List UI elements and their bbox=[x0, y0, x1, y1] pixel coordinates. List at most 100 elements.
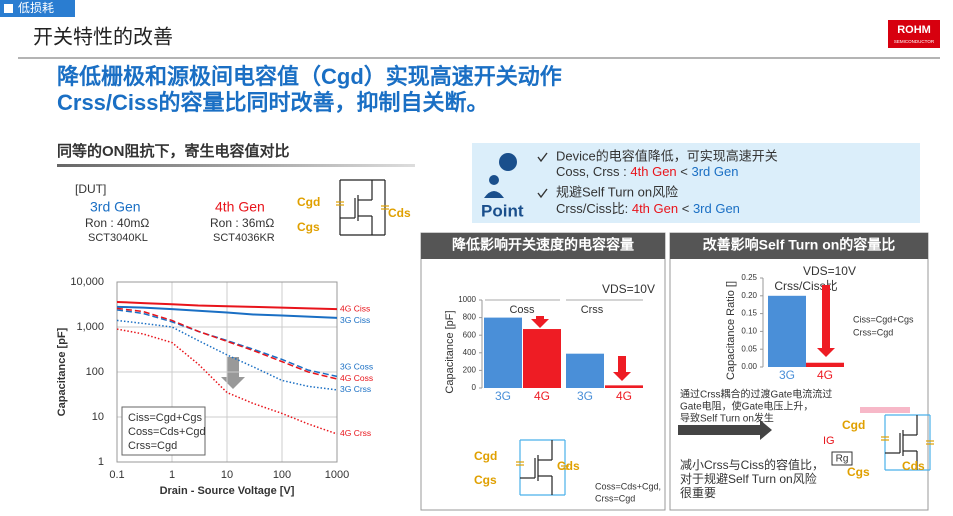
series-label: 3G Crss bbox=[340, 384, 371, 394]
series-line bbox=[116, 319, 338, 391]
person-icon bbox=[489, 175, 499, 185]
y-axis-label: Capacitance Ratio [] bbox=[725, 281, 737, 380]
note-text: 通过Crss耦合的过渡Gate电流流过 bbox=[680, 388, 832, 401]
legend-text: Coss=Cds+Cgd bbox=[128, 426, 206, 438]
heading-underline bbox=[57, 164, 415, 167]
vds-label: VDS=10V bbox=[803, 264, 856, 278]
bulb-icon bbox=[499, 153, 517, 171]
legend-text: Ciss=Cgd+Cgs bbox=[128, 412, 202, 424]
decrease-arrow bbox=[613, 356, 631, 381]
note-text: 导致Self Turn on发生 bbox=[680, 412, 774, 425]
point-segment: 3rd Gen bbox=[693, 201, 740, 216]
legend-box bbox=[121, 406, 206, 456]
point-label: Point bbox=[481, 201, 524, 220]
formula: Coss=Cds+Cgd, bbox=[595, 481, 661, 491]
bar bbox=[768, 295, 806, 367]
x-tick-label: 3G bbox=[779, 368, 795, 382]
person-icon bbox=[484, 191, 504, 198]
bar bbox=[484, 317, 522, 388]
circuit-label: Cgs bbox=[297, 220, 320, 234]
conclusion-text: 很重要 bbox=[680, 486, 716, 500]
series-label: 4G Coss bbox=[340, 373, 373, 383]
circuit-label: Cgd bbox=[842, 418, 865, 432]
point-box bbox=[472, 143, 920, 223]
panel-title: 降低影响开关速度的电容容量 bbox=[452, 237, 634, 253]
circuit-label: Cds bbox=[557, 459, 580, 473]
x-tick-label: 0.1 bbox=[109, 469, 124, 481]
vds-label: VDS=10V bbox=[602, 282, 655, 296]
series-label: 3G Ciss bbox=[340, 315, 370, 325]
point-segment: Coss, Crss : bbox=[556, 164, 630, 179]
headline: Crss/Ciss的容量比同时改善，抑制自关断。 bbox=[57, 90, 489, 115]
series-line bbox=[116, 300, 338, 311]
resistor bbox=[831, 451, 853, 466]
page-title: 开关特性的改善 bbox=[33, 25, 173, 48]
check-icon bbox=[537, 152, 548, 163]
point-segment: 4th Gen bbox=[630, 164, 676, 179]
x-tick-label: 3G bbox=[577, 389, 593, 403]
point-segment: < bbox=[678, 201, 693, 216]
point-item: Coss, Crss : 4th Gen < 3rd Gen bbox=[556, 164, 738, 179]
decrease-arrow bbox=[531, 316, 549, 328]
group-label: Crss bbox=[581, 304, 604, 316]
point-segment: 3rd Gen bbox=[692, 164, 739, 179]
y-axis-label: Capacitance [pF] bbox=[444, 310, 456, 393]
device-ron: Ron : 40mΩ bbox=[85, 216, 149, 230]
y-tick-label: 1,000 bbox=[76, 321, 104, 333]
series-label: 4G Crss bbox=[340, 428, 371, 438]
logo-sub: SEMICONDUCTOR bbox=[894, 39, 935, 44]
point-segment: Crss/Ciss比: bbox=[556, 201, 632, 216]
circuit-label: Cgs bbox=[847, 465, 870, 479]
series-line bbox=[116, 307, 338, 380]
point-item: Device的电容值降低，可实现高速开关 bbox=[556, 148, 778, 163]
group-label: Coss bbox=[509, 304, 535, 316]
device-gen: 4th Gen bbox=[215, 199, 265, 215]
legend-text: Crss=Cgd bbox=[853, 327, 893, 337]
y-tick-label: 400 bbox=[463, 348, 477, 357]
y-tick-label: 10,000 bbox=[70, 276, 104, 288]
y-tick-label: 100 bbox=[86, 366, 104, 378]
bar bbox=[523, 329, 561, 388]
y-tick-label: 0.15 bbox=[741, 309, 757, 318]
circuit-label: Cgd bbox=[297, 195, 320, 209]
section-heading: 同等的ON阻抗下，寄生电容值对比 bbox=[57, 142, 290, 160]
device-gen: 3rd Gen bbox=[90, 199, 141, 215]
y-tick-label: 0.00 bbox=[741, 362, 757, 371]
panel-header bbox=[670, 233, 928, 259]
y-tick-label: 0 bbox=[472, 383, 477, 392]
conclusion-text: 对于规避Self Turn on风险 bbox=[680, 471, 817, 486]
tag-icon bbox=[4, 4, 13, 13]
tag: 低损耗 bbox=[18, 1, 54, 15]
series-line bbox=[116, 309, 338, 378]
circuit-label: Cds bbox=[902, 459, 925, 473]
flow-arrow bbox=[678, 420, 772, 440]
group-label: Crss/Ciss比 bbox=[774, 279, 837, 293]
bar bbox=[566, 353, 604, 388]
y-tick-label: 0.20 bbox=[741, 291, 757, 300]
circuit-label: Cgs bbox=[474, 473, 497, 487]
plot-frame bbox=[116, 281, 338, 463]
y-tick-label: 1 bbox=[98, 456, 104, 468]
y-tick-label: 0.05 bbox=[741, 344, 757, 353]
point-item: 规避Self Turn on风险 bbox=[556, 184, 678, 199]
logo-bg bbox=[888, 20, 940, 48]
dut-label: [DUT] bbox=[75, 182, 106, 196]
point-segment: < bbox=[677, 164, 692, 179]
tag-bg bbox=[0, 0, 75, 17]
x-tick-label: 4G bbox=[616, 389, 632, 403]
x-tick-label: 1000 bbox=[325, 469, 349, 481]
x-tick-label: 3G bbox=[495, 389, 511, 403]
y-tick-label: 0.25 bbox=[741, 273, 757, 282]
decrease-arrow bbox=[817, 285, 835, 357]
y-tick-label: 200 bbox=[463, 366, 477, 375]
legend-text: Crss=Cgd bbox=[128, 440, 177, 452]
panel-title: 改善影响Self Turn on的容量比 bbox=[703, 237, 896, 253]
x-tick-label: 1 bbox=[169, 469, 175, 481]
series-label: 3G Coss bbox=[340, 362, 373, 372]
device-part: SCT3040KL bbox=[88, 232, 148, 244]
check-icon bbox=[537, 188, 548, 199]
bar bbox=[806, 362, 844, 367]
logo: ROHM bbox=[897, 24, 931, 36]
y-tick-label: 600 bbox=[463, 330, 477, 339]
